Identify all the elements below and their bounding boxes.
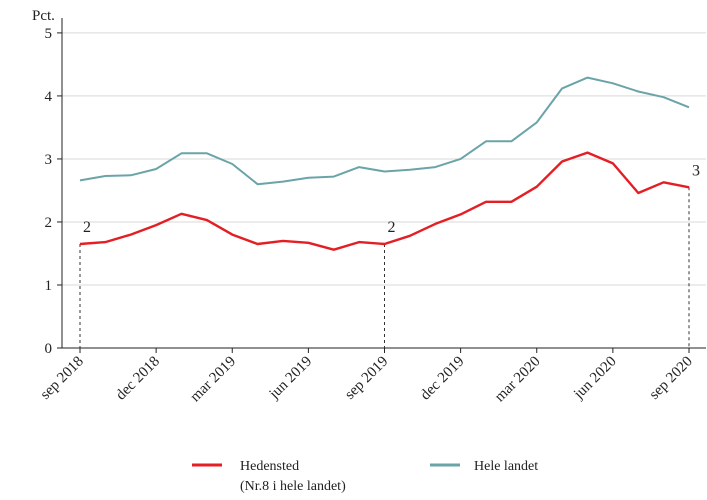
annotation-label-1: 2 <box>388 219 396 236</box>
y-axis-ticks: 0 1 2 3 4 5 <box>45 26 62 357</box>
x-tick-label-6: mar 2020 <box>492 354 544 406</box>
annotations: 2 2 3 <box>83 162 700 236</box>
x-tick-label-5: dec 2019 <box>418 354 468 404</box>
x-tick-label-2: mar 2019 <box>187 354 239 406</box>
grid-lines <box>62 32 706 286</box>
x-tick-label-1: dec 2018 <box>113 354 163 404</box>
annotation-dashes <box>79 187 690 348</box>
x-tick-label-0: sep 2018 <box>38 354 87 403</box>
y-tick-label-1: 1 <box>45 278 53 294</box>
y-tick-label-2: 2 <box>45 215 53 231</box>
x-axis-ticks: sep 2018 dec 2018 mar 2019 jun 2019 sep 2019… <box>38 348 696 405</box>
series-line-hedensted <box>79 151 690 251</box>
y-tick-label-5: 5 <box>45 26 53 42</box>
series-lines <box>79 76 690 251</box>
legend-label-hedensted: Hedensted <box>240 459 299 474</box>
x-tick-label-4: sep 2019 <box>342 354 391 403</box>
annotation-label-2: 3 <box>692 162 700 179</box>
y-tick-label-3: 3 <box>45 152 53 168</box>
legend: Hedensted (Nr.8 i hele landet) Hele land… <box>192 459 538 494</box>
y-unit-label: Pct. <box>32 8 55 24</box>
x-tick-label-3: jun 2019 <box>266 354 315 403</box>
y-tick-label-0: 0 <box>45 341 53 357</box>
y-tick-label-4: 4 <box>45 89 53 105</box>
series-line-hele-landet <box>79 76 690 186</box>
x-tick-label-8: sep 2020 <box>647 354 696 403</box>
legend-label-hedensted-line2: (Nr.8 i hele landet) <box>240 479 346 494</box>
legend-label-hele-landet: Hele landet <box>474 459 538 474</box>
annotation-label-0: 2 <box>83 219 91 236</box>
x-tick-label-7: jun 2020 <box>570 354 619 403</box>
